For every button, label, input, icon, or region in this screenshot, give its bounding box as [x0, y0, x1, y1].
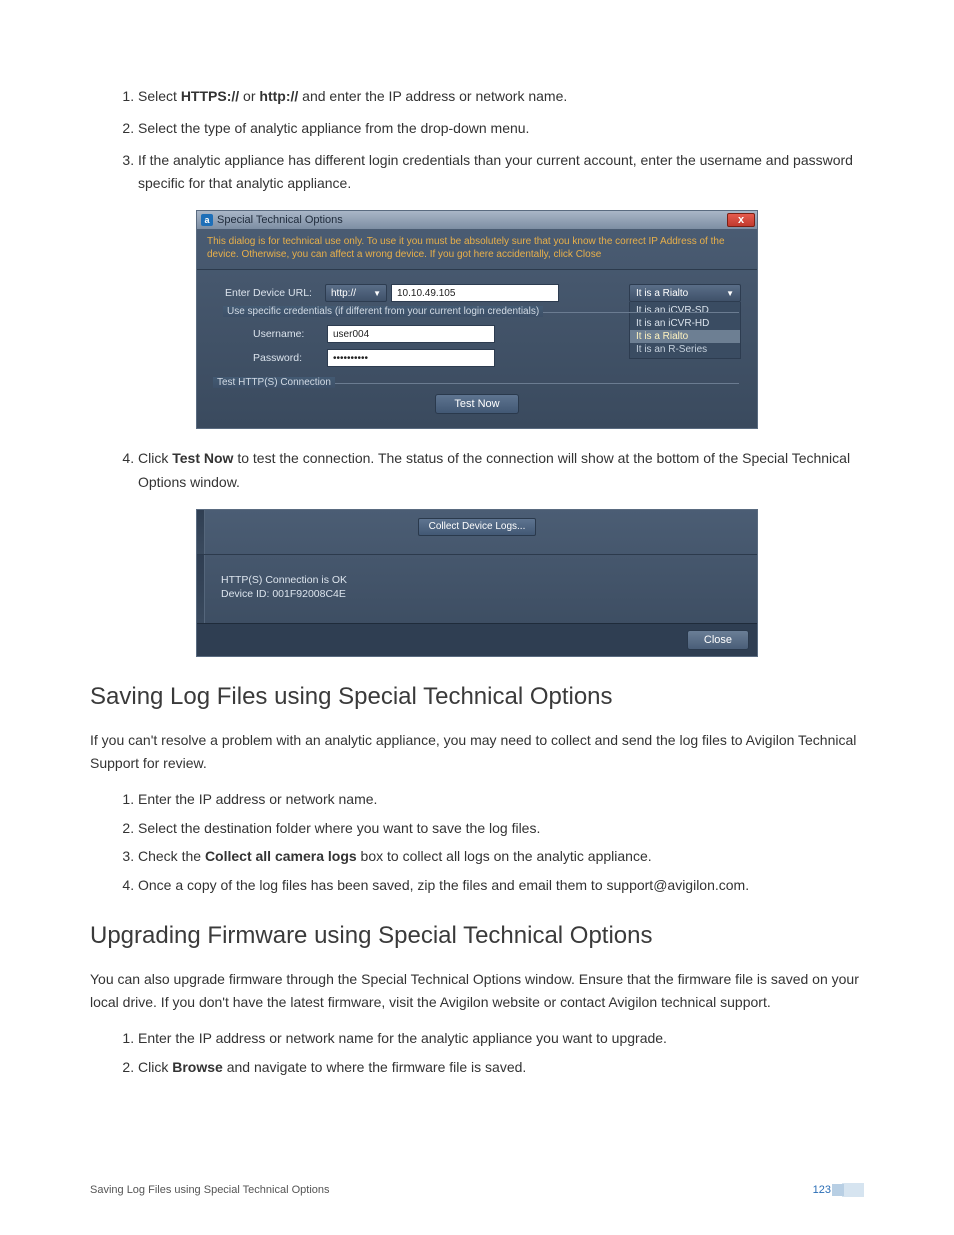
- close-button[interactable]: Close: [687, 630, 749, 650]
- text: box to collect all logs on the analytic …: [357, 848, 652, 864]
- list-item: Select HTTPS:// or http:// and enter the…: [138, 85, 864, 109]
- list-item: Click Browse and navigate to where the f…: [138, 1054, 864, 1081]
- password-label: Password:: [253, 352, 327, 364]
- text: and navigate to where the firmware file …: [223, 1059, 527, 1075]
- page-number: 123: [813, 1184, 831, 1196]
- chevron-down-icon: ▼: [726, 289, 734, 298]
- section-heading-saving-logs: Saving Log Files using Special Technical…: [90, 683, 864, 711]
- side-strip: [197, 510, 205, 554]
- device-id-text: Device ID: 001F92008C4E: [221, 587, 741, 601]
- app-logo-icon: a: [201, 214, 213, 226]
- footer-decoration-icon: [842, 1183, 864, 1197]
- dropdown-option[interactable]: It is an iCVR-HD: [630, 317, 740, 330]
- list-item: Check the Collect all camera logs box to…: [138, 843, 864, 870]
- device-type-selected: It is a Rialto: [636, 288, 688, 299]
- dialog-bottom-bar: Close: [197, 623, 757, 656]
- device-type-dropdown[interactable]: It is a Rialto ▼ It is an iCVR-SD It is …: [629, 284, 741, 359]
- dropdown-option-selected[interactable]: It is a Rialto: [630, 330, 740, 343]
- page-footer: Saving Log Files using Special Technical…: [90, 1183, 864, 1197]
- list-item: Select the type of analytic appliance fr…: [138, 117, 864, 141]
- dialog-titlebar[interactable]: a Special Technical Options x: [197, 211, 757, 229]
- dialog-title: Special Technical Options: [217, 214, 343, 226]
- dropdown-option[interactable]: It is an iCVR-SD: [630, 304, 740, 317]
- device-url-label: Enter Device URL:: [225, 287, 325, 299]
- side-strip: [197, 555, 205, 623]
- dropdown-option[interactable]: It is an R-Series: [630, 343, 740, 356]
- list-item: Enter the IP address or network name.: [138, 786, 864, 813]
- text: or: [239, 88, 259, 104]
- list-item: If the analytic appliance has different …: [138, 149, 864, 197]
- bold-text: Collect all camera logs: [205, 848, 357, 864]
- chevron-down-icon: ▼: [373, 289, 381, 298]
- list-item: Click Test Now to test the connection. T…: [138, 447, 864, 495]
- bold-text: Browse: [172, 1059, 223, 1075]
- warning-text: This dialog is for technical use only. T…: [197, 229, 757, 270]
- device-type-options: It is an iCVR-SD It is an iCVR-HD It is …: [629, 302, 741, 359]
- text: to test the connection. The status of th…: [138, 450, 850, 490]
- top-steps-list-cont: Click Test Now to test the connection. T…: [90, 447, 864, 495]
- body-text: If you can't resolve a problem with an a…: [90, 729, 864, 774]
- body-text: You can also upgrade firmware through th…: [90, 968, 864, 1013]
- text: Select: [138, 88, 181, 104]
- protocol-value: http://: [331, 288, 356, 299]
- password-input[interactable]: ••••••••••: [327, 349, 495, 367]
- top-steps-list: Select HTTPS:// or http:// and enter the…: [90, 85, 864, 196]
- connection-status-dialog: Collect Device Logs... HTTP(S) Connectio…: [196, 509, 758, 657]
- bold-text: HTTPS://: [181, 88, 239, 104]
- close-button[interactable]: x: [727, 213, 755, 227]
- text: Click: [138, 450, 172, 466]
- collect-device-logs-button[interactable]: Collect Device Logs...: [418, 518, 537, 536]
- list-item: Once a copy of the log files has been sa…: [138, 872, 864, 899]
- section-heading-upgrading-firmware: Upgrading Firmware using Special Technic…: [90, 922, 864, 950]
- special-technical-options-dialog: a Special Technical Options x This dialo…: [196, 210, 758, 429]
- bold-text: http://: [259, 88, 298, 104]
- protocol-dropdown[interactable]: http:// ▼: [325, 284, 387, 302]
- bold-text: Test Now: [172, 450, 233, 466]
- upgrading-firmware-steps: Enter the IP address or network name for…: [90, 1025, 864, 1080]
- test-now-button[interactable]: Test Now: [435, 394, 519, 414]
- username-input[interactable]: user004: [327, 325, 495, 343]
- list-item: Select the destination folder where you …: [138, 815, 864, 842]
- username-label: Username:: [253, 328, 327, 340]
- footer-title: Saving Log Files using Special Technical…: [90, 1184, 330, 1196]
- status-area: HTTP(S) Connection is OK Device ID: 001F…: [197, 555, 757, 623]
- connection-status-text: HTTP(S) Connection is OK: [221, 573, 741, 587]
- text: Check the: [138, 848, 205, 864]
- test-connection-legend: Test HTTP(S) Connection: [213, 377, 335, 388]
- credentials-legend: Use specific credentials (if different f…: [223, 306, 543, 317]
- saving-logs-steps: Enter the IP address or network name. Se…: [90, 786, 864, 898]
- text: and enter the IP address or network name…: [298, 88, 567, 104]
- text: Click: [138, 1059, 172, 1075]
- list-item: Enter the IP address or network name for…: [138, 1025, 864, 1052]
- device-ip-input[interactable]: 10.10.49.105: [391, 284, 559, 302]
